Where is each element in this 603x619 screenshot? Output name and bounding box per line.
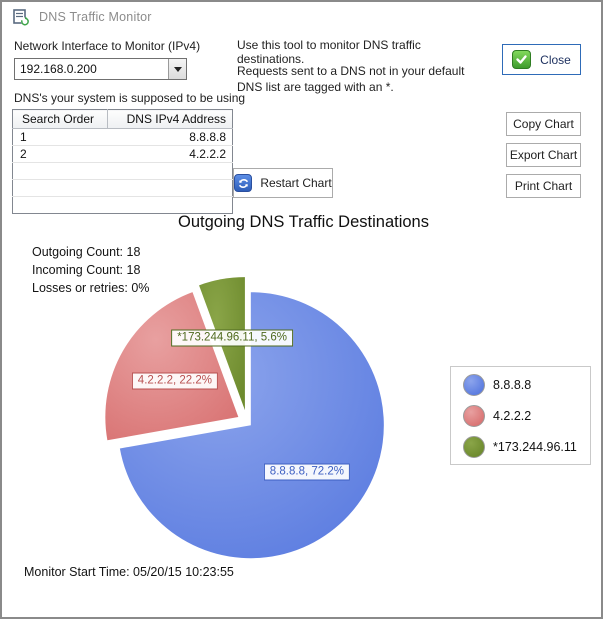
dns-table-body: 1 8.8.8.8 2 4.2.2.2 [12,128,233,214]
pie-slice-8888 [119,292,384,559]
legend-label: *173.244.96.11 [493,439,577,454]
copy-chart-button[interactable]: Copy Chart [506,112,581,136]
table-cell: 2 [12,145,108,163]
legend-swatch-icon [463,404,485,427]
table-cell [107,162,233,180]
legend-item: *173.244.96.11 [463,435,590,458]
close-button[interactable]: Close [502,44,581,75]
table-row[interactable]: 1 8.8.8.8 [12,128,233,146]
monitor-start-time: Monitor Start Time: 05/20/15 10:23:55 [24,565,234,579]
interface-combobox-value: 192.168.0.200 [20,62,97,76]
table-row[interactable] [12,179,233,197]
table-row[interactable]: 2 4.2.2.2 [12,145,233,163]
legend-label: 4.2.2.2 [493,408,532,423]
restart-chart-label: Restart Chart [260,176,332,190]
stat-incoming-count: Incoming Count: 18 [32,263,141,277]
table-cell [12,179,108,197]
legend-item: 4.2.2.2 [463,404,590,427]
table-cell: 8.8.8.8 [107,128,233,146]
pie-chart: 8.8.8.8, 72.2% 4.2.2.2, 22.2% *173.244.96.… [2,232,601,572]
chart-legend: 8.8.8.8 4.2.2.2 *173.244.96.11 [450,366,591,465]
table-row[interactable] [12,162,233,180]
pie-slice-label: 4.2.2.2, 22.2% [131,372,218,390]
pie-slice-label: *173.244.96.11, 5.6% [171,329,293,347]
stat-losses-retries: Losses or retries: 0% [32,281,150,295]
close-button-label: Close [540,52,571,67]
restart-chart-button[interactable]: Restart Chart [233,168,333,198]
title-bar: DNS Traffic Monitor [2,2,601,32]
table-cell: 4.2.2.2 [107,145,233,163]
copy-chart-label: Copy Chart [513,117,574,131]
legend-swatch-icon [463,373,485,396]
legend-item: 8.8.8.8 [463,373,590,396]
instructions-line1: Use this tool to monitor DNS traffic des… [237,38,421,66]
stat-outgoing-count: Outgoing Count: 18 [32,245,141,259]
combobox-dropdown-button[interactable] [168,59,186,79]
table-cell [12,162,108,180]
dns-table[interactable]: Search Order DNS IPv4 Address 1 8.8.8.8 2 4… [12,109,233,214]
legend-label: 8.8.8.8 [493,377,532,392]
pie-chart-svg [105,277,384,559]
table-row[interactable] [13,197,233,214]
interface-combobox[interactable]: 192.168.0.200 [14,58,187,80]
pie-slice-label: 8.8.8.8, 72.2% [263,463,350,481]
interface-label: Network Interface to Monitor (IPv4) [14,39,201,53]
column-header-dns-address[interactable]: DNS IPv4 Address [107,109,233,129]
app-icon [13,9,29,26]
table-cell [13,197,108,214]
dns-list-label: DNS's your system is supposed to be usin… [14,91,246,105]
print-chart-button[interactable]: Print Chart [506,174,581,198]
instructions-line2: Requests sent to a DNS not in your defau… [237,64,465,95]
chevron-down-icon [173,66,182,72]
window-title: DNS Traffic Monitor [39,10,152,24]
pie-slice-4222 [105,292,239,441]
export-chart-button[interactable]: Export Chart [506,143,581,167]
table-cell: 1 [12,128,108,146]
column-header-search-order[interactable]: Search Order [12,109,108,129]
table-cell [107,179,233,197]
table-cell [108,197,233,214]
export-chart-label: Export Chart [509,148,578,162]
checkmark-icon [512,50,532,69]
chart-title: Outgoing DNS Traffic Destinations [178,213,429,231]
legend-swatch-icon [463,435,485,458]
refresh-icon [234,174,253,192]
print-chart-label: Print Chart [514,179,573,193]
